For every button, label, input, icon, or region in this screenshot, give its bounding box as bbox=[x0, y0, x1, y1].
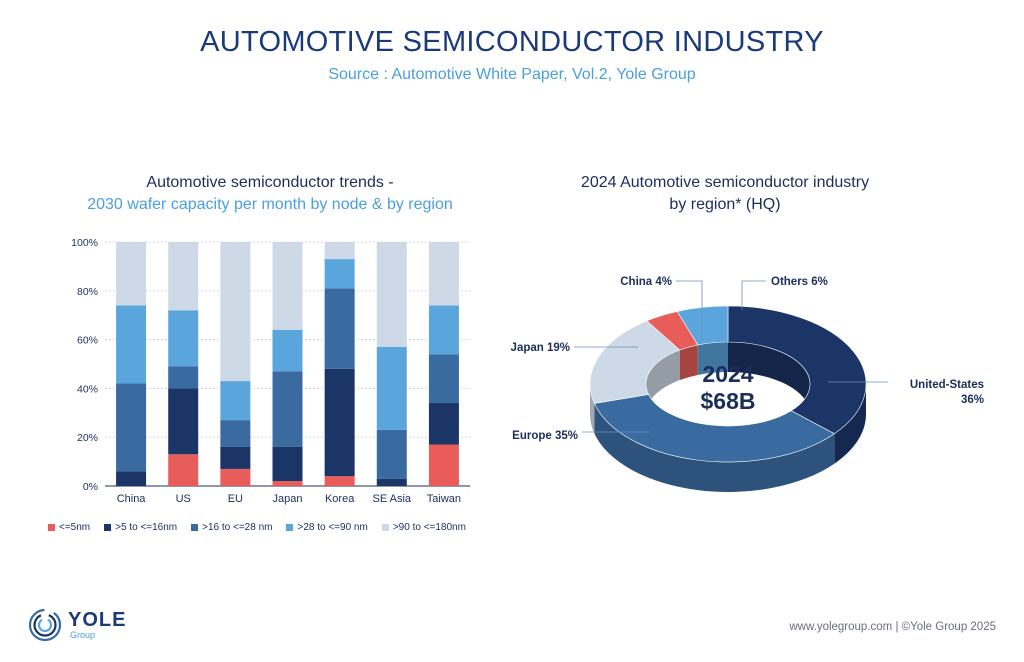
annotation-europe: Europe 35% bbox=[512, 430, 578, 442]
legend-item: >16 to <=28 nm bbox=[191, 522, 272, 533]
china-leader-line bbox=[676, 280, 703, 338]
donut-inner-wall bbox=[728, 342, 810, 414]
bar-segment bbox=[168, 242, 199, 311]
bar-segment bbox=[272, 329, 303, 372]
bar-segment bbox=[428, 354, 459, 404]
bar-segment bbox=[220, 381, 251, 421]
donut-side-wall bbox=[594, 403, 835, 492]
bar-chart-legend: <=5nm >5 to <=16nm >16 to <=28 nm >28 to <=… bbox=[48, 522, 466, 533]
donut-inner-wall bbox=[697, 342, 728, 375]
yole-logo[interactable]: YOLE Group bbox=[28, 608, 126, 642]
bar-segment bbox=[324, 259, 355, 289]
donut-chart-subtitle: by region* (HQ) bbox=[669, 196, 781, 213]
legend-item: >28 to <=90 nm bbox=[286, 522, 368, 533]
bar-segment bbox=[272, 446, 303, 482]
donut-chart-title: 2024 Automotive semiconductor industry bbox=[580, 174, 870, 191]
bar-segment bbox=[428, 242, 459, 306]
bar-chart-title: Automotive semiconductor trends - bbox=[146, 174, 394, 191]
annotation-china: China 4% bbox=[620, 276, 672, 288]
bar-segment bbox=[168, 388, 199, 455]
logo-sub: Group bbox=[70, 630, 96, 640]
donut-slice bbox=[593, 394, 835, 463]
bar-chart-title-block: Automotive semiconductor trends - 2030 w… bbox=[20, 172, 520, 216]
bar-segment bbox=[116, 305, 147, 384]
donut-center-value: $68B bbox=[701, 388, 756, 414]
page-title: AUTOMOTIVE SEMICONDUCTOR INDUSTRY bbox=[200, 26, 824, 58]
annotation-us: United-States bbox=[910, 379, 984, 391]
bar-segment bbox=[324, 368, 355, 477]
bar-segment bbox=[220, 242, 251, 382]
y-tick-label: 100% bbox=[71, 237, 98, 249]
stacked-bar-chart: 0% 20% 40% 60% 80% 100% China US EU Japan Korea SE … bbox=[71, 237, 470, 505]
bar-segment bbox=[168, 310, 199, 367]
yole-logo-icon bbox=[28, 608, 62, 642]
bar-segment bbox=[324, 242, 355, 260]
bar-segment bbox=[272, 481, 303, 486]
legend-label: >28 to <=90 nm bbox=[297, 522, 368, 533]
legend-item: >90 to <=180nm bbox=[381, 522, 466, 533]
x-tick-label: Taiwan bbox=[427, 493, 461, 505]
legend-swatch bbox=[104, 524, 112, 531]
page-subtitle: Source : Automotive White Paper, Vol.2, … bbox=[328, 66, 696, 83]
bar-segment bbox=[116, 242, 147, 306]
bar-segment bbox=[376, 429, 407, 479]
donut-inner-wall bbox=[679, 344, 698, 381]
bar-segment bbox=[324, 288, 355, 369]
legend-label: >90 to <=180nm bbox=[392, 522, 466, 533]
annotation-us-pct: 36% bbox=[961, 394, 984, 406]
y-tick-label: 0% bbox=[83, 481, 98, 493]
donut-slice bbox=[676, 305, 729, 346]
bar-segment bbox=[428, 305, 459, 355]
legend-swatch bbox=[286, 524, 294, 531]
legend-label: >5 to <=16nm bbox=[115, 522, 178, 533]
x-tick-label: Japan bbox=[273, 493, 303, 505]
bar-segment bbox=[376, 242, 407, 347]
annotation-others: Others 6% bbox=[771, 276, 828, 288]
legend-swatch bbox=[381, 524, 389, 531]
bar-segment bbox=[220, 468, 251, 486]
y-tick-label: 60% bbox=[77, 335, 98, 347]
bar-chart-subtitle: 2030 wafer capacity per month by node & … bbox=[87, 196, 453, 213]
footer-text: www.yolegroup.com | ©Yole Group 2025 bbox=[789, 621, 996, 633]
y-tick-label: 40% bbox=[77, 383, 98, 395]
bar-segment bbox=[168, 454, 199, 486]
y-tick-label: 80% bbox=[77, 286, 98, 298]
bar-segment bbox=[376, 478, 407, 486]
donut-side-wall bbox=[834, 384, 866, 464]
donut-chart-title-block: 2024 Automotive semiconductor industry b… bbox=[500, 172, 950, 216]
bar-segment bbox=[272, 371, 303, 447]
legend-item: <=5nm bbox=[48, 522, 90, 533]
x-tick-label: US bbox=[176, 493, 191, 505]
donut-center-year: 2024 bbox=[702, 361, 753, 387]
x-tick-label: EU bbox=[228, 493, 243, 505]
x-tick-label: Korea bbox=[325, 493, 355, 505]
bar-segment bbox=[116, 383, 147, 472]
x-tick-label: SE Asia bbox=[373, 493, 412, 505]
annotation-japan: Japan 19% bbox=[511, 342, 570, 354]
legend-label: <=5nm bbox=[59, 522, 91, 533]
legend-item: >5 to <=16nm bbox=[104, 522, 177, 533]
donut-inner-wall bbox=[646, 350, 680, 414]
others-leader-line bbox=[741, 280, 766, 310]
bar-segment bbox=[116, 471, 147, 486]
bar-segment bbox=[220, 420, 251, 447]
bar-segment bbox=[272, 242, 303, 330]
x-tick-label: China bbox=[117, 493, 147, 505]
legend-swatch bbox=[191, 524, 199, 531]
bar-segment bbox=[324, 476, 355, 486]
bar-segment bbox=[168, 366, 199, 389]
bar-segment bbox=[428, 444, 459, 486]
legend-label: >16 to <=28 nm bbox=[202, 522, 273, 533]
y-tick-label: 20% bbox=[77, 432, 98, 444]
donut-chart: 2024$68B China 4% Others 6% Japan 19% Europe… bbox=[511, 276, 984, 492]
logo-name: YOLE bbox=[68, 609, 127, 631]
bar-segment bbox=[376, 346, 407, 430]
donut-side-wall bbox=[590, 384, 595, 434]
donut-slice bbox=[727, 305, 867, 435]
bar-segment bbox=[220, 446, 251, 469]
legend-swatch bbox=[48, 524, 55, 531]
bar-segment bbox=[428, 403, 459, 445]
